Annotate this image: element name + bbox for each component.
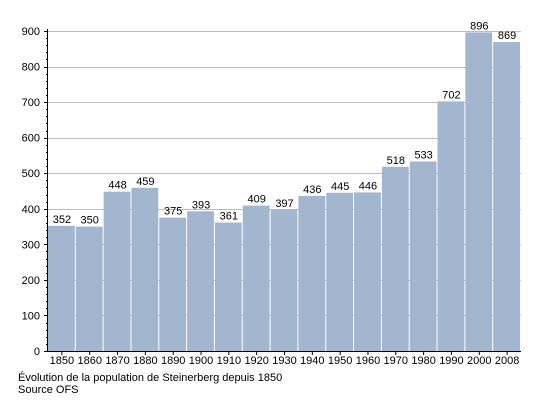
data-labels: 352 350 448 459 375 393 361 409 397 436 445 446 518 5… <box>53 20 517 226</box>
data-label-1850: 352 <box>53 214 71 226</box>
chart-caption: Évolution de la population de Steinerber… <box>18 372 283 384</box>
data-label-1970: 518 <box>387 155 405 167</box>
bars <box>48 32 520 352</box>
bar-1940 <box>298 195 326 351</box>
bar-1870 <box>103 191 131 351</box>
x-tick-label-1900: 1900 <box>189 355 213 367</box>
x-tick-label-1890: 1890 <box>161 355 185 367</box>
data-label-1980: 533 <box>414 149 432 161</box>
bar-1970 <box>381 166 409 351</box>
y-tick-label-500: 500 <box>22 168 40 180</box>
data-label-1890: 375 <box>164 206 182 218</box>
x-tick-label-1980: 1980 <box>411 355 435 367</box>
axes: 0 100 200 300 400 500 600 700 800 900 1850 1860 1870… <box>22 26 521 367</box>
x-tick-label-1990: 1990 <box>439 355 463 367</box>
bar-1890 <box>159 217 187 351</box>
bar-2008 <box>493 42 520 352</box>
y-tick-label-100: 100 <box>22 310 40 322</box>
y-tick-label-300: 300 <box>22 239 40 251</box>
data-label-1860: 350 <box>81 215 99 227</box>
y-tick-label-600: 600 <box>22 133 40 145</box>
data-label-1990: 702 <box>442 89 460 101</box>
bar-1910 <box>214 222 242 351</box>
data-label-1940: 436 <box>303 184 321 196</box>
x-tick-label-1860: 1860 <box>77 355 101 367</box>
bar-1920 <box>242 205 270 351</box>
bar-1850 <box>48 225 75 351</box>
x-tick-label-1940: 1940 <box>300 355 324 367</box>
y-tick-label-400: 400 <box>22 204 40 216</box>
x-tick-label-1970: 1970 <box>384 355 408 367</box>
x-tick-label-1850: 1850 <box>50 355 74 367</box>
data-label-1950: 445 <box>331 181 349 193</box>
x-tick-label-1950: 1950 <box>328 355 352 367</box>
bar-1930 <box>270 209 298 351</box>
bar-1960 <box>354 192 381 351</box>
data-label-1960: 446 <box>359 180 377 192</box>
data-label-2008: 869 <box>498 30 516 42</box>
bar-1900 <box>187 211 214 351</box>
bar-2000 <box>465 32 493 352</box>
y-tick-label-800: 800 <box>22 62 40 74</box>
x-tick-label-1910: 1910 <box>217 355 241 367</box>
data-label-1900: 393 <box>192 199 210 211</box>
data-label-1870: 448 <box>108 180 126 192</box>
chart-source: Source OFS <box>18 384 79 396</box>
x-tick-label-2000: 2000 <box>467 355 491 367</box>
x-tick-label-1880: 1880 <box>133 355 157 367</box>
data-label-1930: 397 <box>275 198 293 210</box>
data-label-1920: 409 <box>248 194 266 206</box>
data-label-1880: 459 <box>136 176 154 188</box>
bar-1980 <box>409 161 437 351</box>
bar-1950 <box>326 192 354 351</box>
x-tick-label-1920: 1920 <box>244 355 268 367</box>
x-tick-label-1960: 1960 <box>356 355 380 367</box>
data-label-2000: 896 <box>470 20 488 32</box>
bar-1880 <box>131 187 159 351</box>
x-tick-label-1870: 1870 <box>105 355 129 367</box>
y-tick-label-900: 900 <box>22 26 40 38</box>
y-tick-label-700: 700 <box>22 97 40 109</box>
x-tick-label-2008: 2008 <box>495 355 519 367</box>
bar-1860 <box>75 226 103 351</box>
x-tick-label-1930: 1930 <box>272 355 296 367</box>
y-tick-label-200: 200 <box>22 275 40 287</box>
bar-1990 <box>437 101 465 352</box>
data-label-1910: 361 <box>220 211 238 223</box>
y-tick-label-0: 0 <box>34 346 40 358</box>
